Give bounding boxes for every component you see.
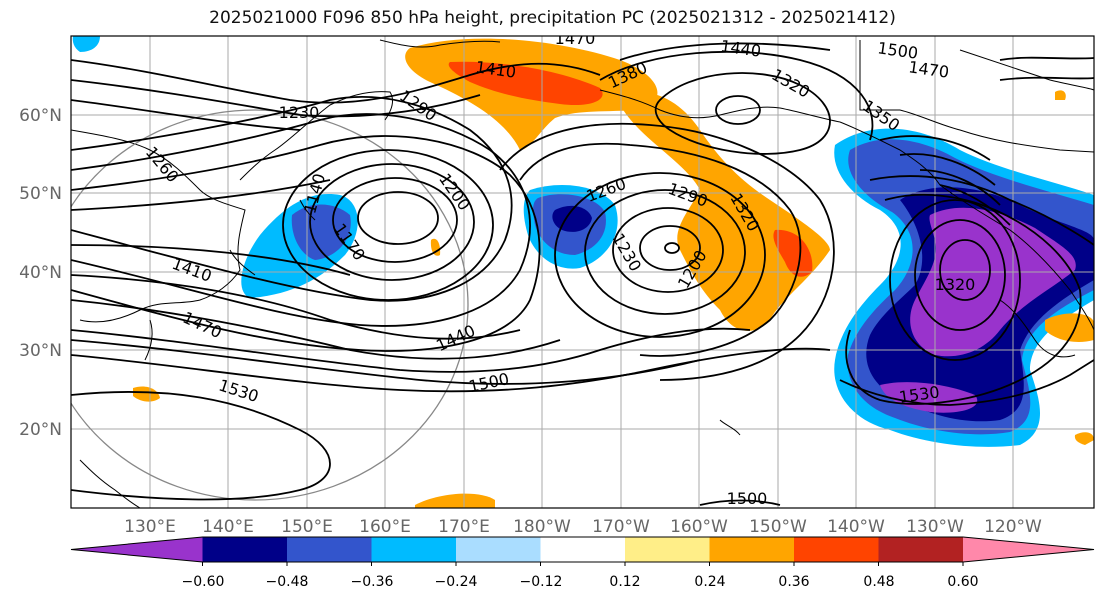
colorbar-tick-label: −0.60 [182,574,225,590]
colorbar-tick-label: −0.24 [435,574,478,590]
lat-label: 60°N [19,106,62,126]
colorbar-swatch [456,537,541,562]
lon-label: 140°W [827,517,885,537]
great-circle [71,109,469,501]
lon-label: 170°W [592,517,650,537]
precip-positive-small-south [415,493,495,508]
contour-label: 1230 [279,103,320,122]
lon-label: 120°W [984,517,1042,537]
longitude-labels: 130°E 140°E 150°E 160°E 170°E 180°W 170°… [124,517,1042,537]
coastlines [71,39,1094,508]
lat-label: 40°N [19,263,62,283]
colorbar-swatch [625,537,710,562]
contour-label: 1500 [727,489,768,508]
colorbar-tick-labels: −0.60 −0.48 −0.36 −0.24 −0.12 0.12 0.24 … [182,574,979,590]
precip-positive-small-east [1045,313,1094,342]
lat-label: 50°N [19,184,62,204]
map-title: 2025021000 F096 850 hPa height, precipit… [209,8,896,28]
colorbar-swatches [70,536,1095,566]
lon-label: 140°E [202,517,254,537]
lon-label: 130°E [124,517,176,537]
colorbar-swatch [287,537,372,562]
colorbar: −0.60 −0.48 −0.36 −0.24 −0.12 0.12 0.24 … [70,536,1095,590]
lon-label: 150°W [749,517,807,537]
lon-label: 130°W [906,517,964,537]
precip-positive-core-east [773,229,813,277]
lat-label: 30°N [19,341,62,361]
lon-label: 170°E [438,517,490,537]
contour-label: 1320 [935,275,976,294]
colorbar-swatch [878,537,963,562]
lon-label: 160°E [359,517,411,537]
colorbar-extend-low [71,537,203,562]
contour-label: 1470 [555,29,596,48]
colorbar-extend-high [963,537,1094,562]
lon-label: 150°E [281,517,333,537]
colorbar-tick-label: −0.12 [520,574,563,590]
map-frame [70,35,1095,509]
colorbar-tick-label: 0.48 [863,574,894,590]
colorbar-tick-label: 0.36 [778,574,809,590]
precip-positive-small-east-2 [1074,432,1094,445]
colorbar-swatch [202,537,287,562]
height-contours [71,42,1094,506]
colorbar-swatch [540,537,625,562]
colorbar-tick-label: −0.36 [351,574,394,590]
map-plot-area: 1470 1440 1500 1470 1410 1380 1320 1230 … [71,29,1094,508]
precip-positive-small-southwest [133,386,160,402]
colorbar-swatch [371,537,456,562]
colorbar-tick-label: 0.24 [694,574,725,590]
colorbar-swatch [709,537,794,562]
precip-negative-small-northwest [72,36,100,52]
precip-positive-core-north [448,61,603,106]
precip-positive-small-east-3 [1055,90,1066,100]
precip-positive-small-central [430,238,441,256]
latitude-labels: 60°N 50°N 40°N 30°N 20°N [19,106,62,440]
lat-label: 20°N [19,420,62,440]
lon-label: 160°W [670,517,728,537]
colorbar-swatch [794,537,879,562]
colorbar-tick-label: 0.60 [947,574,978,590]
lon-label: 180°W [513,517,571,537]
colorbar-tick-label: −0.48 [266,574,309,590]
colorbar-tick-label: 0.12 [609,574,640,590]
